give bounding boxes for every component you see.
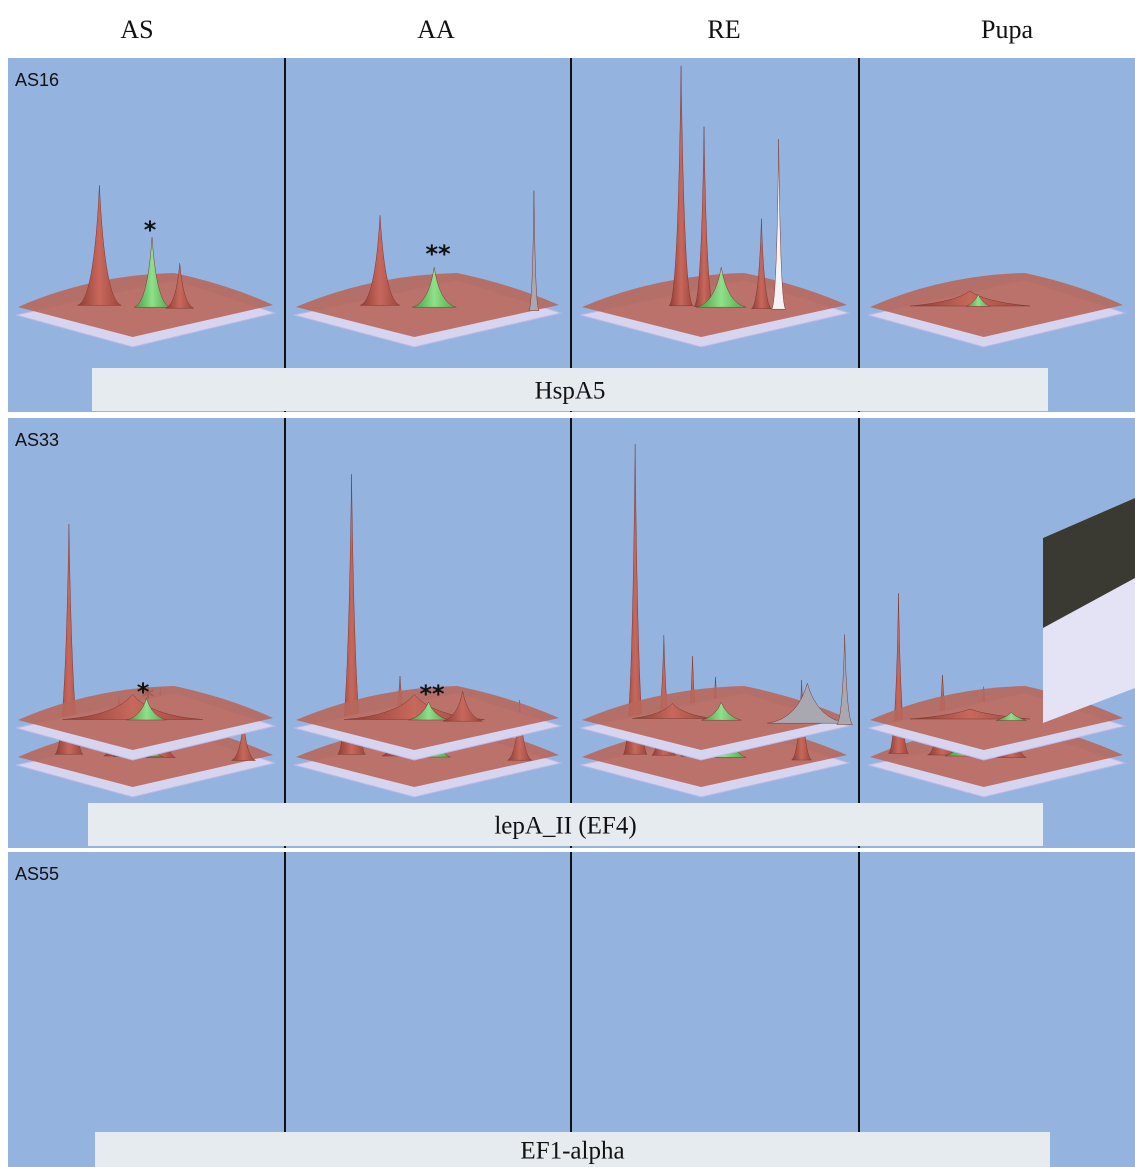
protein-label: EF1-alpha xyxy=(520,1138,624,1165)
asterisk: * xyxy=(144,216,157,244)
spot-label: AS33 xyxy=(15,430,59,450)
asterisk: ** xyxy=(425,240,451,268)
column-header: AS xyxy=(120,15,153,44)
figure: ASAAREPupaAS16HspA5***AS33lepA_II (EF4)*… xyxy=(0,0,1135,1167)
protein-label: HspA5 xyxy=(535,378,606,405)
spot-label: AS55 xyxy=(15,864,59,884)
row-separator xyxy=(8,848,1135,852)
asterisk: ** xyxy=(419,680,445,708)
column-header: RE xyxy=(707,15,740,44)
column-header: Pupa xyxy=(981,15,1033,44)
spot-label: AS16 xyxy=(15,70,59,90)
protein-label: lepA_II (EF4) xyxy=(494,813,636,840)
asterisk: * xyxy=(137,678,150,706)
row-separator xyxy=(8,412,1135,418)
column-header: AA xyxy=(417,15,455,44)
